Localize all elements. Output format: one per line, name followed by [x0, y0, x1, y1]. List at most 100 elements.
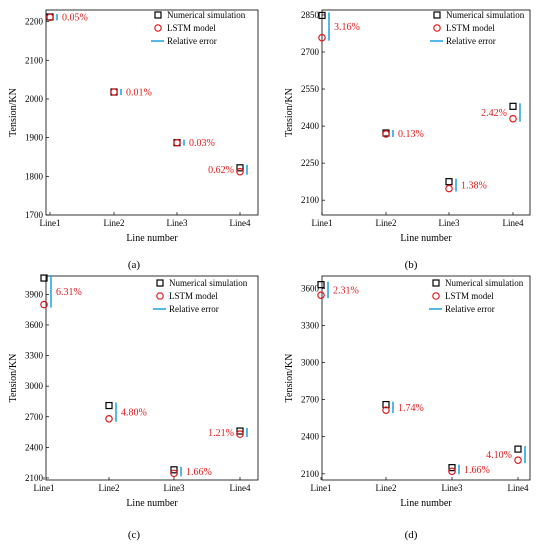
lstm-model-point — [514, 456, 522, 465]
relative-error-label: 1.74% — [398, 403, 424, 414]
numerical-simulation-point — [448, 464, 456, 472]
relative-error-label: 0.01% — [126, 88, 152, 99]
y-tick-label: 2250 — [301, 158, 320, 168]
relative-error-label: 0.05% — [62, 13, 88, 24]
legend-lstm-marker — [433, 24, 441, 32]
relative-error-label: 1.66% — [186, 467, 212, 478]
x-tick-label: Line4 — [230, 218, 251, 228]
legend-error-label: Relative error — [167, 36, 217, 46]
relative-error-label: 6.31% — [56, 287, 82, 298]
lstm-model-point — [110, 88, 118, 96]
relative-error-label: 2.42% — [481, 108, 507, 119]
x-tick-label: Line1 — [311, 483, 332, 493]
plot-frame — [321, 275, 531, 481]
lstm-model-point — [448, 467, 456, 476]
y-tick-label: 2700 — [301, 47, 320, 57]
panel-label: (d) — [405, 529, 418, 541]
y-tick-label: 3600 — [25, 320, 44, 330]
y-axis-title: Tension/KN — [8, 88, 19, 137]
x-tick-label: Line2 — [104, 218, 125, 228]
y-tick-label: 3900 — [25, 289, 44, 299]
lstm-model-point — [318, 33, 326, 42]
lstm-model-point — [236, 430, 244, 438]
lstm-model-point — [46, 13, 54, 22]
legend-lstm-marker — [432, 292, 440, 300]
relative-error-label: 1.21% — [208, 428, 234, 439]
lstm-model-point — [236, 167, 244, 176]
lstm-model-point — [170, 469, 178, 478]
legend-numerical-label: Numerical simulation — [167, 10, 246, 20]
plot-frame — [45, 275, 259, 481]
y-tick-label: 3000 — [301, 358, 320, 368]
plot-frame — [321, 9, 531, 216]
y-tick-label: 2550 — [301, 84, 320, 94]
relative-error-label: 4.10% — [486, 450, 512, 461]
y-axis-title: Tension/KN — [284, 354, 295, 403]
relative-error-label: 3.16% — [334, 22, 360, 33]
y-tick-label: 2200 — [25, 17, 44, 27]
x-tick-label: Line4 — [508, 483, 529, 493]
y-tick-label: 1900 — [25, 133, 44, 143]
legend-lstm-label: LSTM model — [169, 291, 218, 301]
legend-error-label: Relative error — [169, 304, 219, 314]
numerical-simulation-point — [317, 281, 325, 289]
numerical-simulation-point — [382, 400, 390, 409]
legend-error-label: Relative error — [446, 36, 496, 46]
lstm-model-point — [173, 138, 181, 147]
relative-error-label: 0.13% — [398, 129, 424, 140]
y-tick-label: 3300 — [301, 320, 320, 330]
legend-numerical-marker — [432, 279, 440, 287]
relative-error-label: 4.80% — [121, 408, 147, 419]
y-tick-label: 2400 — [25, 442, 44, 452]
y-tick-label: 2100 — [25, 55, 44, 65]
legend-numerical-marker — [433, 11, 441, 19]
x-tick-label: Line1 — [40, 218, 61, 228]
panel-label: (a) — [128, 259, 141, 271]
x-tick-label: Line3 — [164, 483, 185, 493]
x-tick-label: Line2 — [376, 218, 397, 228]
y-tick-label: 2100 — [25, 473, 44, 483]
x-tick-label: Line3 — [442, 483, 463, 493]
legend-lstm-label: LSTM model — [445, 291, 494, 301]
x-axis-title: Line number — [400, 233, 452, 244]
x-tick-label: Line1 — [34, 483, 55, 493]
y-tick-label: 1800 — [25, 171, 44, 181]
legend: Numerical simulation LSTM model Relative e… — [151, 10, 246, 46]
numerical-simulation-point — [105, 401, 113, 410]
legend-numerical-marker — [154, 11, 162, 19]
legend: Numerical simulation LSTM model Relative e… — [429, 278, 524, 314]
panel-label: (b) — [405, 259, 418, 271]
numerical-simulation-point — [514, 445, 522, 453]
x-axis-title: Line number — [126, 498, 178, 509]
relative-error-label: 2.31% — [333, 285, 359, 296]
relative-error-label: 1.38% — [461, 181, 487, 192]
y-tick-label: 3000 — [25, 381, 44, 391]
relative-error-label: 0.62% — [208, 165, 234, 176]
x-tick-label: Line4 — [230, 483, 251, 493]
x-axis-title: Line number — [126, 233, 178, 244]
legend-error-label: Relative error — [445, 304, 495, 314]
y-tick-label: 2000 — [25, 94, 44, 104]
y-axis-title: Tension/KN — [8, 354, 19, 403]
legend-numerical-marker — [156, 279, 164, 287]
numerical-simulation-point — [170, 466, 178, 474]
lstm-model-point — [382, 406, 390, 414]
numerical-simulation-point — [236, 427, 244, 435]
chart-panel-3: 2100 2400 2700 3000 3300 3600 3900 Line1 Line2 Li… — [8, 274, 259, 541]
y-tick-label: 2100 — [301, 469, 320, 479]
numerical-simulation-point — [509, 102, 517, 110]
x-axis-title: Line number — [400, 498, 452, 509]
lstm-model-point — [445, 184, 453, 193]
lstm-model-point — [105, 414, 113, 423]
y-tick-label: 2400 — [301, 121, 320, 131]
lstm-model-point — [40, 300, 48, 309]
numerical-simulation-point — [236, 164, 244, 172]
chart-panel-1: 1700 1800 1900 2000 2100 2200 Line1 Line2 Line3 L… — [8, 9, 259, 271]
legend-lstm-marker — [154, 24, 162, 32]
x-tick-label: Line2 — [376, 483, 397, 493]
panel-label: (c) — [128, 529, 141, 541]
x-tick-label: Line3 — [439, 218, 460, 228]
chart-panel-4: 2100 2400 2700 3000 3300 3600 Line1 Line2 Line3 L… — [284, 275, 531, 541]
numerical-simulation-point — [445, 178, 453, 186]
